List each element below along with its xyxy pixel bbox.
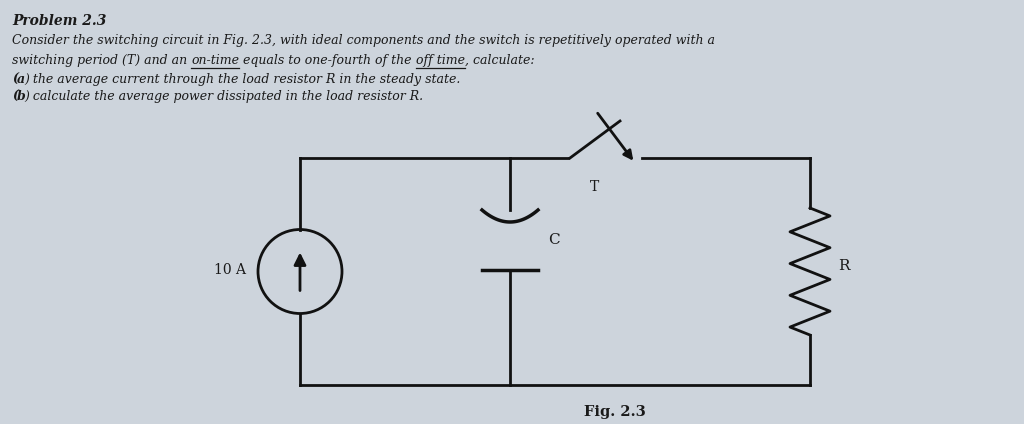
Text: on-time: on-time bbox=[191, 54, 240, 67]
Text: 10 A: 10 A bbox=[214, 263, 246, 277]
Text: (: ( bbox=[12, 90, 17, 103]
Text: b: b bbox=[17, 90, 26, 103]
Text: T: T bbox=[591, 180, 600, 194]
Text: ) calculate the average power dissipated in the load resistor R.: ) calculate the average power dissipated… bbox=[24, 90, 423, 103]
Text: R: R bbox=[838, 259, 850, 273]
Text: Fig. 2.3: Fig. 2.3 bbox=[584, 405, 646, 419]
Text: Problem 2.3: Problem 2.3 bbox=[12, 14, 106, 28]
Text: C: C bbox=[548, 233, 560, 247]
Text: off time: off time bbox=[416, 54, 465, 67]
Text: Consider the switching circuit in Fig. 2.3, with ideal components and the switch: Consider the switching circuit in Fig. 2… bbox=[12, 34, 715, 47]
Text: equals to one-fourth of the: equals to one-fourth of the bbox=[240, 54, 416, 67]
Text: a: a bbox=[17, 73, 26, 86]
Text: , calculate:: , calculate: bbox=[465, 54, 535, 67]
Text: ) the average current through the load resistor R in the steady state.: ) the average current through the load r… bbox=[24, 73, 461, 86]
Text: switching period (T) and an: switching period (T) and an bbox=[12, 54, 191, 67]
Text: (: ( bbox=[12, 73, 17, 86]
